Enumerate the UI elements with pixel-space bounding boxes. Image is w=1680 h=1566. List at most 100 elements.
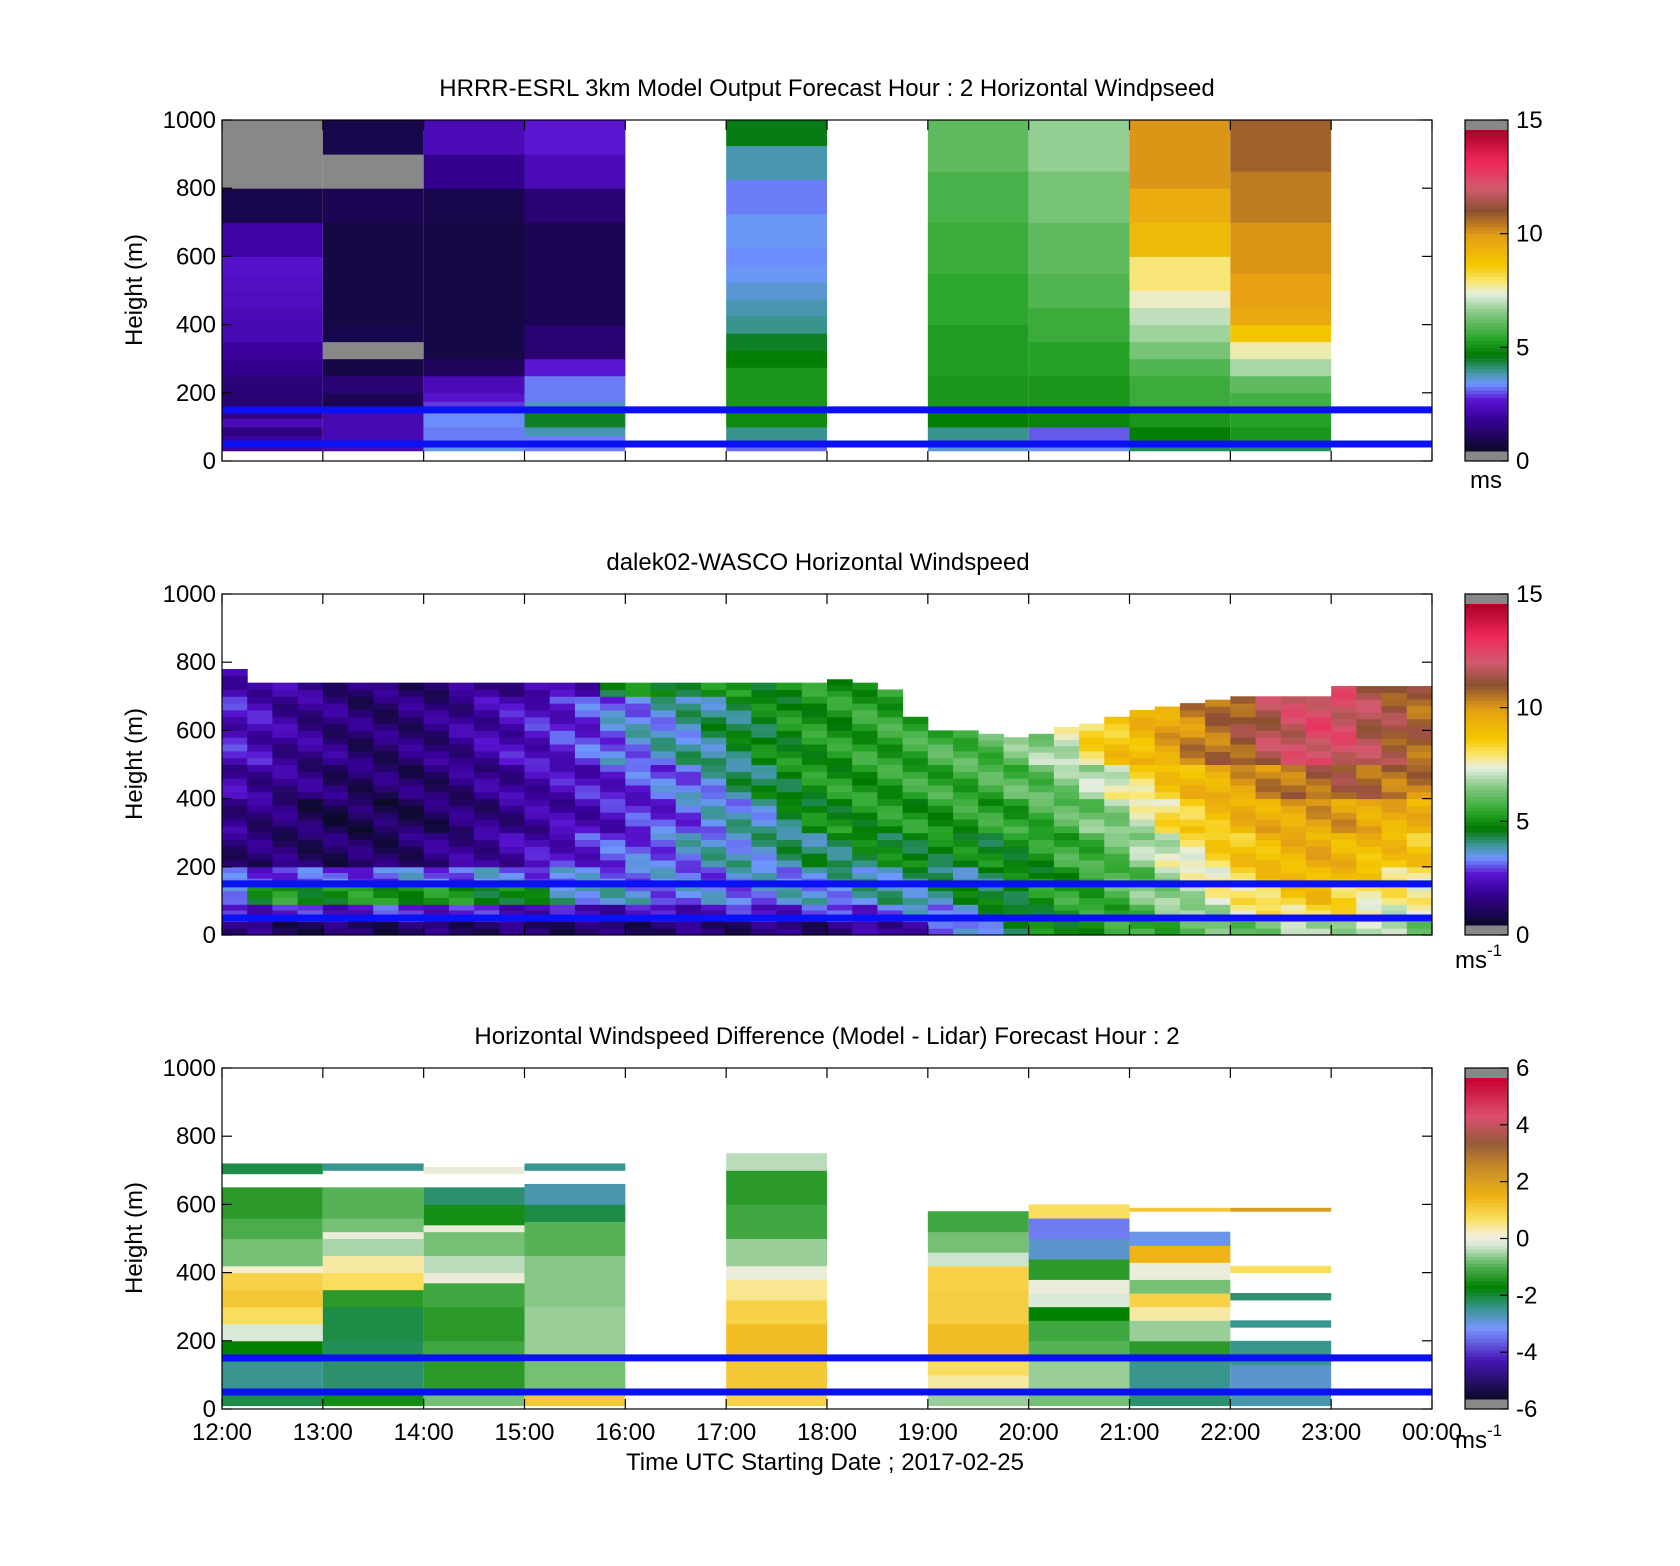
heatmap-cell xyxy=(272,730,299,738)
heatmap-cell xyxy=(625,682,652,690)
heatmap-cell xyxy=(1230,846,1257,854)
colorbar-segment xyxy=(1465,1106,1508,1111)
heatmap-cell xyxy=(322,904,349,911)
heatmap-cell xyxy=(574,737,601,745)
heatmap-cell xyxy=(398,859,425,868)
heatmap-cell xyxy=(927,805,954,813)
heatmap-cell xyxy=(1129,921,1156,929)
x-axis xyxy=(221,120,1433,461)
heatmap-cell xyxy=(1280,778,1307,786)
heatmap-cell xyxy=(247,825,273,834)
heatmap-cell xyxy=(1053,745,1080,753)
heatmap-cell xyxy=(1028,273,1130,309)
heatmap-cell xyxy=(978,819,1004,827)
heatmap-cell xyxy=(1154,745,1181,753)
heatmap-cell xyxy=(247,928,273,936)
heatmap-cell xyxy=(902,866,929,873)
heatmap-cell xyxy=(1129,375,1231,411)
heatmap-cell xyxy=(978,798,1004,806)
heatmap-cell xyxy=(1230,825,1257,834)
heatmap-cell xyxy=(600,866,626,873)
heatmap-cell xyxy=(549,791,576,800)
heatmap-cell xyxy=(1230,426,1332,442)
colorbar-segment xyxy=(1465,693,1508,698)
heatmap-cell xyxy=(927,832,954,841)
heatmap-cell xyxy=(726,367,827,411)
colorbar-segment xyxy=(1465,1384,1508,1389)
heatmap-cell xyxy=(625,928,652,936)
heatmap-cell xyxy=(1230,897,1257,905)
heatmap-cell xyxy=(1205,719,1231,727)
heatmap-cell xyxy=(499,846,525,854)
heatmap-cell xyxy=(1104,839,1130,847)
panel-1-ylabel: Height (m) xyxy=(121,234,148,346)
heatmap-cell xyxy=(1205,791,1231,800)
heatmap-cell xyxy=(1028,921,1055,929)
heatmap-cell xyxy=(801,866,828,873)
heatmap-cell xyxy=(322,798,349,806)
heatmap-cell xyxy=(1129,426,1231,442)
heatmap-cell xyxy=(852,716,878,725)
heatmap-cell xyxy=(927,883,954,892)
heatmap-cell xyxy=(398,839,425,847)
heatmap-cell xyxy=(927,853,954,861)
heatmap-cell xyxy=(322,1231,424,1239)
heatmap-cell xyxy=(600,805,626,813)
heatmap-cell xyxy=(1255,750,1282,759)
heatmap-cell xyxy=(574,716,601,725)
heatmap-cell xyxy=(700,784,727,793)
heatmap-cell xyxy=(373,682,399,690)
heatmap-cell xyxy=(927,825,954,834)
heatmap-cell xyxy=(650,723,677,731)
colorbar-segment xyxy=(1465,1366,1508,1371)
heatmap-cell xyxy=(474,928,500,936)
heatmap-cell xyxy=(222,723,248,731)
heatmap-cell xyxy=(1305,730,1332,738)
heatmap-cell xyxy=(650,832,677,841)
heatmap-cell xyxy=(1053,909,1080,917)
colorbar-segment xyxy=(1465,1206,1508,1211)
heatmap-cell xyxy=(827,832,853,841)
heatmap-cell xyxy=(1205,897,1231,905)
heatmap-cell xyxy=(1205,764,1231,772)
heatmap-cell xyxy=(1280,709,1307,718)
heatmap-cell xyxy=(877,784,904,793)
heatmap-cell xyxy=(953,764,979,772)
heatmap-cell xyxy=(297,744,324,752)
colorbar-segment xyxy=(1465,1188,1508,1193)
heatmap-cell xyxy=(373,890,399,898)
heatmap-cell xyxy=(1381,825,1408,834)
heatmap-cell xyxy=(1053,733,1080,740)
heatmap-cell xyxy=(423,696,450,704)
heatmap-cell xyxy=(1331,778,1357,786)
heatmap-cell xyxy=(1381,853,1408,861)
heatmap-cell xyxy=(398,723,425,731)
heatmap-cell xyxy=(827,859,853,868)
heatmap-cell xyxy=(978,764,1004,772)
heatmap-cell xyxy=(650,689,677,697)
heatmap-cell xyxy=(322,154,424,189)
heatmap-cell xyxy=(1129,1262,1231,1280)
heatmap-cell xyxy=(499,750,525,759)
colorbar-segment xyxy=(1465,1370,1508,1375)
colorbar-segment xyxy=(1465,611,1508,616)
x-tick-label: 00:00 xyxy=(1402,1419,1462,1446)
heatmap-cell xyxy=(348,872,374,879)
heatmap-cell xyxy=(322,188,424,223)
heatmap-cell xyxy=(1104,771,1130,779)
heatmap-cell xyxy=(348,784,374,793)
heatmap-cell xyxy=(1381,846,1408,854)
heatmap-cell xyxy=(801,757,828,765)
heatmap-cell xyxy=(222,273,323,291)
heatmap-cell xyxy=(1356,904,1383,911)
heatmap-cell xyxy=(776,805,803,813)
heatmap-cell xyxy=(1053,812,1080,820)
colorbar-segment xyxy=(1465,889,1508,894)
y-tick-label: 1000 xyxy=(163,581,216,608)
colorbar-segment xyxy=(1465,229,1508,234)
heatmap-cell xyxy=(978,791,1004,800)
colorbar-segment xyxy=(1465,1324,1508,1329)
heatmap-cell xyxy=(953,853,979,861)
heatmap-cell xyxy=(650,682,677,690)
